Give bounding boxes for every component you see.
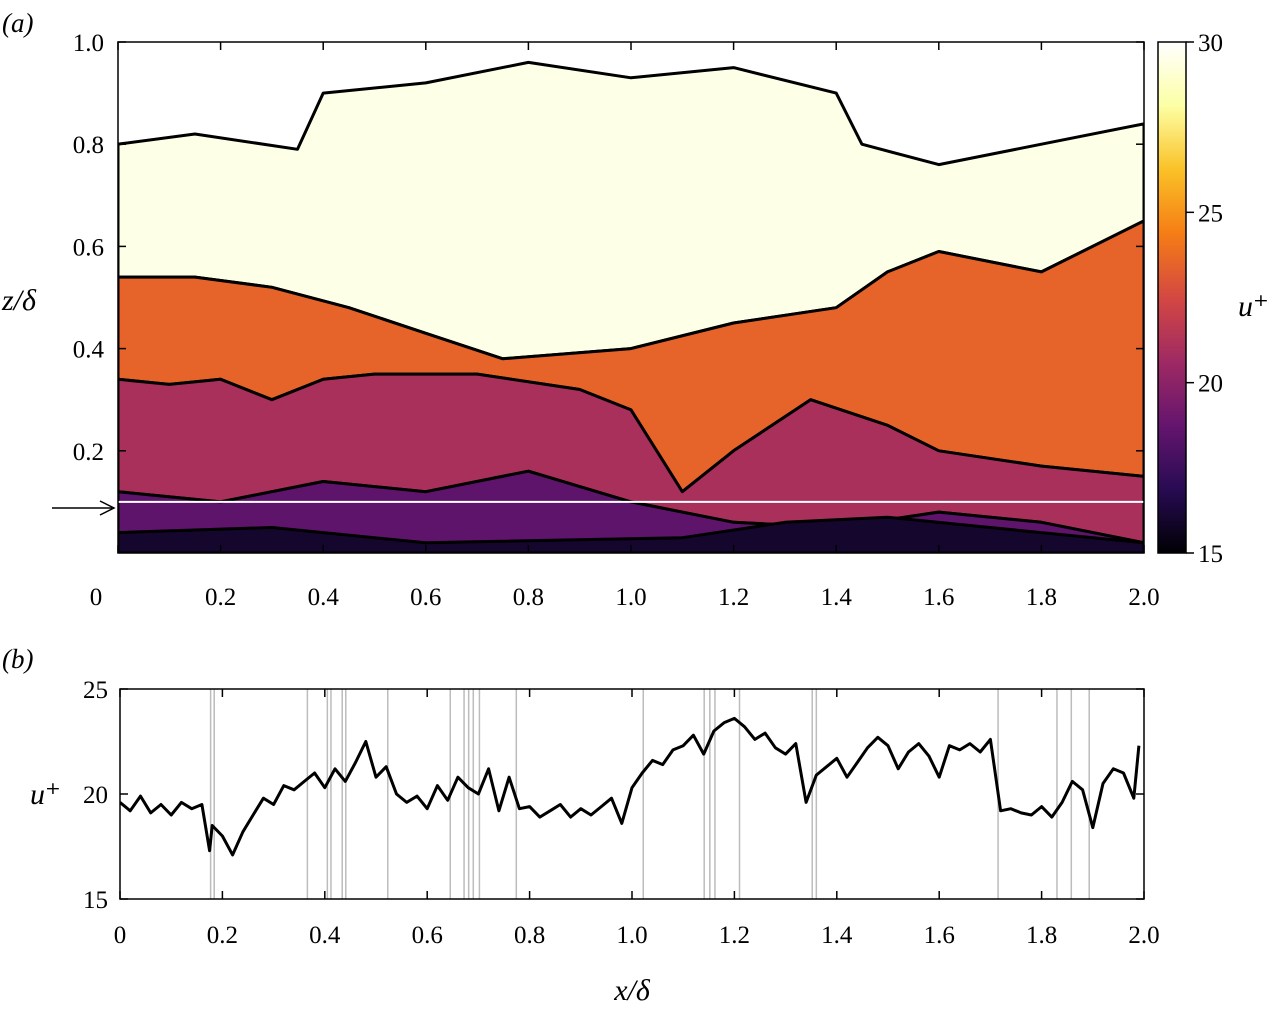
panel-b-x-tick-label: 0.2 — [207, 922, 238, 949]
panel-a-x-tick-label: 1.4 — [821, 584, 853, 611]
panel-b-x-tick-label: 1.0 — [616, 922, 647, 949]
panel-b-x-tick-label: 1.8 — [1026, 922, 1057, 949]
panel-a-x-tick-label: 1.8 — [1026, 584, 1057, 611]
panel-b-x-tick-label: 2.0 — [1128, 922, 1159, 949]
panel-a-x-tick-label: 0.8 — [513, 584, 544, 611]
panel-a-label: (a) — [2, 8, 33, 38]
panel-a-x-tick-label: 0.2 — [205, 584, 236, 611]
panel-b-y-ticks: 15 20 25 — [83, 677, 1144, 914]
panel-b-x-tick-label: 1.4 — [821, 922, 853, 949]
panel-b-x-tick-label: 1.6 — [924, 922, 955, 949]
panel-b-y-tick-label: 15 — [83, 887, 108, 914]
panel-a-x-tick-label: 1.2 — [718, 584, 749, 611]
colorbar-tick-label: 30 — [1198, 30, 1223, 57]
panel-b-x-tick-label: 0.8 — [514, 922, 545, 949]
colorbar-tick-label: 25 — [1198, 200, 1223, 227]
panel-b-y-axis-label: u⁺ — [30, 778, 61, 811]
panel-a-y-ticks: 0.2 0.4 0.6 0.8 1.0 — [73, 30, 1144, 466]
colorbar-label: u⁺ — [1238, 290, 1269, 323]
panel-b-x-tick-label: 1.2 — [719, 922, 750, 949]
panel-a-x-tick-label: 0 — [90, 584, 103, 611]
panel-b-label: (b) — [2, 644, 33, 674]
series-line — [120, 716, 1141, 857]
panel-b-markers — [209, 689, 1090, 899]
panel-a-y-tick-label: 0.6 — [73, 234, 104, 261]
panel-a-y-tick-label: 0.4 — [73, 337, 105, 364]
colorbar-gradient — [1157, 41, 1187, 554]
heatmap-regions — [118, 60, 1144, 553]
panel-b-frame — [119, 688, 1145, 900]
colorbar: 15 20 25 30 — [1157, 30, 1223, 568]
panel-a-x-tick-label: 1.6 — [923, 584, 954, 611]
arrow-icon — [52, 500, 116, 516]
panel-a-x-ticks: 0 0.2 0.4 0.6 0.8 1.0 1.2 1.4 1.6 1.8 2.0 — [90, 42, 1160, 611]
panel-a-y-tick-label: 0.8 — [73, 132, 104, 159]
panel-b-x-tick-label: 0 — [114, 922, 127, 949]
panel-a-x-tick-label: 1.0 — [615, 584, 646, 611]
panel-b-x-tick-label: 0.6 — [412, 922, 443, 949]
panel-a-x-tick-label: 0.6 — [410, 584, 441, 611]
panel-a-y-tick-label: 0.2 — [73, 439, 104, 466]
x-axis-label: x/δ — [613, 974, 651, 1007]
panel-a-heatmap: 0 0.2 0.4 0.6 0.8 1.0 1.2 1.4 1.6 1.8 2.0 0.20.40.… — [73, 30, 1160, 611]
panel-a-x-tick-label: 0.4 — [308, 584, 340, 611]
panel-b-x-tick-label: 0.4 — [309, 922, 341, 949]
panel-a-y-axis-label: z/δ — [1, 284, 37, 317]
panel-a-y-tick-label: 1.0 — [73, 30, 104, 57]
panel-b-y-tick-label: 20 — [83, 782, 108, 809]
heatmap-region-4 — [118, 515, 1144, 553]
colorbar-tick-label: 15 — [1198, 541, 1223, 568]
panel-b-x-ticks: 0 0.2 0.4 0.6 0.8 1.0 1.2 1.4 1.6 1.8 2.0 — [114, 689, 1160, 949]
panel-b-line-chart: 0 0.2 0.4 0.6 0.8 1.0 1.2 1.4 1.6 1.8 2.0 15 20 25 — [83, 677, 1160, 949]
panel-a-x-tick-label: 2.0 — [1128, 584, 1159, 611]
panel-b-y-tick-label: 25 — [83, 677, 108, 704]
colorbar-ticks: 15 20 25 30 — [1186, 30, 1223, 568]
colorbar-tick-label: 20 — [1198, 371, 1223, 398]
